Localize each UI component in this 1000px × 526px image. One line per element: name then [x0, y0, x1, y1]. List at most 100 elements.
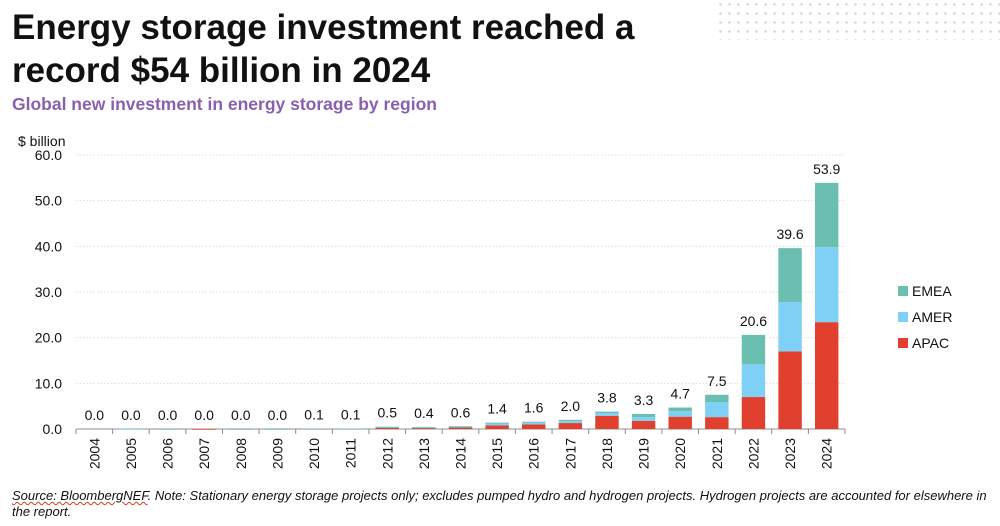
x-tick-label: 2022	[745, 438, 761, 469]
total-data-label: 0.0	[158, 407, 178, 423]
bar-segment-emea	[265, 428, 290, 430]
legend-swatch-amer	[898, 312, 908, 322]
bar-segment-amer	[119, 428, 143, 430]
bar-segment-amer	[668, 411, 692, 417]
legend-swatch-emea	[898, 286, 908, 296]
bar-segment-emea	[338, 428, 363, 430]
total-data-label: 3.3	[634, 392, 654, 408]
chart-subtitle: Global new investment in energy storage …	[12, 94, 437, 114]
bar-segment-emea	[448, 426, 473, 428]
bar-segment-amer	[558, 421, 583, 424]
bar-segment-emea	[705, 394, 729, 403]
x-tick-label: 2010	[306, 438, 322, 469]
bar-segment-amer	[522, 422, 546, 425]
bar-segment-apac	[814, 322, 839, 429]
x-tick-label: 2017	[562, 438, 578, 469]
bar-segment-amer	[595, 413, 619, 416]
total-data-label: 0.6	[451, 404, 471, 420]
x-tick-label: 2005	[123, 438, 139, 469]
total-data-label: 7.5	[707, 373, 727, 389]
x-tick-label: 2016	[526, 438, 542, 469]
bar-segment-apac	[631, 420, 656, 429]
total-data-label: 0.0	[231, 407, 251, 423]
total-data-label: 1.4	[487, 401, 507, 417]
total-data-label: 0.0	[268, 407, 288, 423]
bar-segment-amer	[485, 423, 509, 426]
bar-segment-emea	[412, 427, 436, 428]
total-data-label: 53.9	[813, 161, 840, 177]
bar-segment-amer	[741, 364, 766, 398]
x-tick-label: 2008	[233, 438, 249, 469]
total-data-label: 4.7	[670, 386, 690, 402]
bar-segment-apac	[375, 427, 399, 429]
x-tick-label: 2020	[672, 438, 688, 469]
bar-segment-apac	[741, 397, 766, 429]
bar-segment-emea	[229, 428, 253, 430]
bar-segment-amer	[705, 402, 729, 418]
y-tick-label: 30.0	[35, 284, 62, 300]
bar-segment-amer	[375, 427, 399, 428]
x-tick-label: 2018	[599, 438, 615, 469]
total-data-label: 1.6	[524, 400, 544, 416]
total-data-label: 0.0	[85, 407, 105, 423]
total-data-label: 0.0	[121, 407, 141, 423]
bar-segment-apac	[668, 416, 692, 429]
total-data-label: 0.1	[341, 407, 361, 423]
bar-segment-emea	[485, 422, 509, 424]
x-tick-label: 2007	[196, 438, 212, 469]
bar-segment-amer	[814, 247, 839, 323]
stacked-bar-chart: $ billion 0.0 10.0 20.0 30.0 40.0 50.0 60.0 0.0 2…	[18, 133, 952, 469]
bar-segment-amer	[448, 426, 473, 428]
x-tick-label: 2009	[269, 438, 285, 469]
total-data-label: 0.4	[414, 405, 434, 421]
source-note: Source: BloombergNEF. Note: Stationary e…	[12, 488, 987, 520]
decorative-dot-grid	[716, 0, 1000, 40]
total-data-label: 0.1	[304, 407, 324, 423]
bar-segment-emea	[814, 182, 839, 248]
bar-segment-emea	[375, 426, 399, 428]
bar-segment-emea	[558, 419, 583, 422]
bar-segment-apac	[522, 424, 546, 429]
bar-segment-emea	[778, 248, 802, 303]
bar-segment-amer	[778, 302, 802, 352]
total-data-label: 3.8	[597, 390, 617, 406]
x-tick-label: 2023	[782, 438, 798, 469]
legend-label-emea: EMEA	[912, 283, 952, 299]
x-tick-label: 2019	[636, 438, 652, 469]
y-tick-label: 50.0	[35, 193, 62, 209]
total-data-label: 39.6	[776, 226, 803, 242]
source-note-text: . Note: Stationary energy storage projec…	[12, 488, 987, 519]
bar-segment-apac	[558, 423, 583, 429]
bar-segment-apac	[485, 425, 509, 429]
bar-segment-amer	[631, 417, 656, 421]
total-data-label: 20.6	[740, 313, 767, 329]
bar-segment-emea	[631, 413, 656, 418]
y-tick-label: 20.0	[35, 330, 62, 346]
x-tick-label: 2014	[453, 438, 469, 469]
bar-segment-emea	[595, 411, 619, 414]
bar-segment-emea	[741, 334, 766, 365]
bar-segment-apac	[595, 415, 619, 429]
bar-segment-emea	[668, 407, 692, 412]
bar-segment-emea	[522, 421, 546, 423]
y-tick-label: 10.0	[35, 375, 62, 391]
total-data-label: 2.0	[561, 398, 581, 414]
legend-label-apac: APAC	[912, 335, 949, 351]
bar-segment-apac	[778, 351, 802, 429]
y-axis-label: $ billion	[18, 133, 65, 149]
y-tick-label: 0.0	[43, 421, 63, 437]
bar-segment-apac	[192, 428, 216, 430]
x-tick-label: 2012	[379, 438, 395, 469]
x-tick-label: 2024	[819, 438, 835, 469]
source-label: Source: BloombergNEF	[12, 488, 148, 503]
chart-title: Energy storage investment reached a reco…	[12, 8, 635, 90]
x-tick-label: 2015	[489, 438, 505, 469]
x-tick-label: 2004	[86, 438, 102, 469]
legend-swatch-apac	[898, 338, 908, 348]
bar-segment-apac	[448, 427, 473, 429]
total-data-label: 0.0	[194, 407, 214, 423]
bar-segment-emea	[302, 428, 326, 430]
x-tick-label: 2006	[160, 438, 176, 469]
bar-segment-emea	[155, 428, 180, 430]
legend-label-amer: AMER	[912, 309, 952, 325]
